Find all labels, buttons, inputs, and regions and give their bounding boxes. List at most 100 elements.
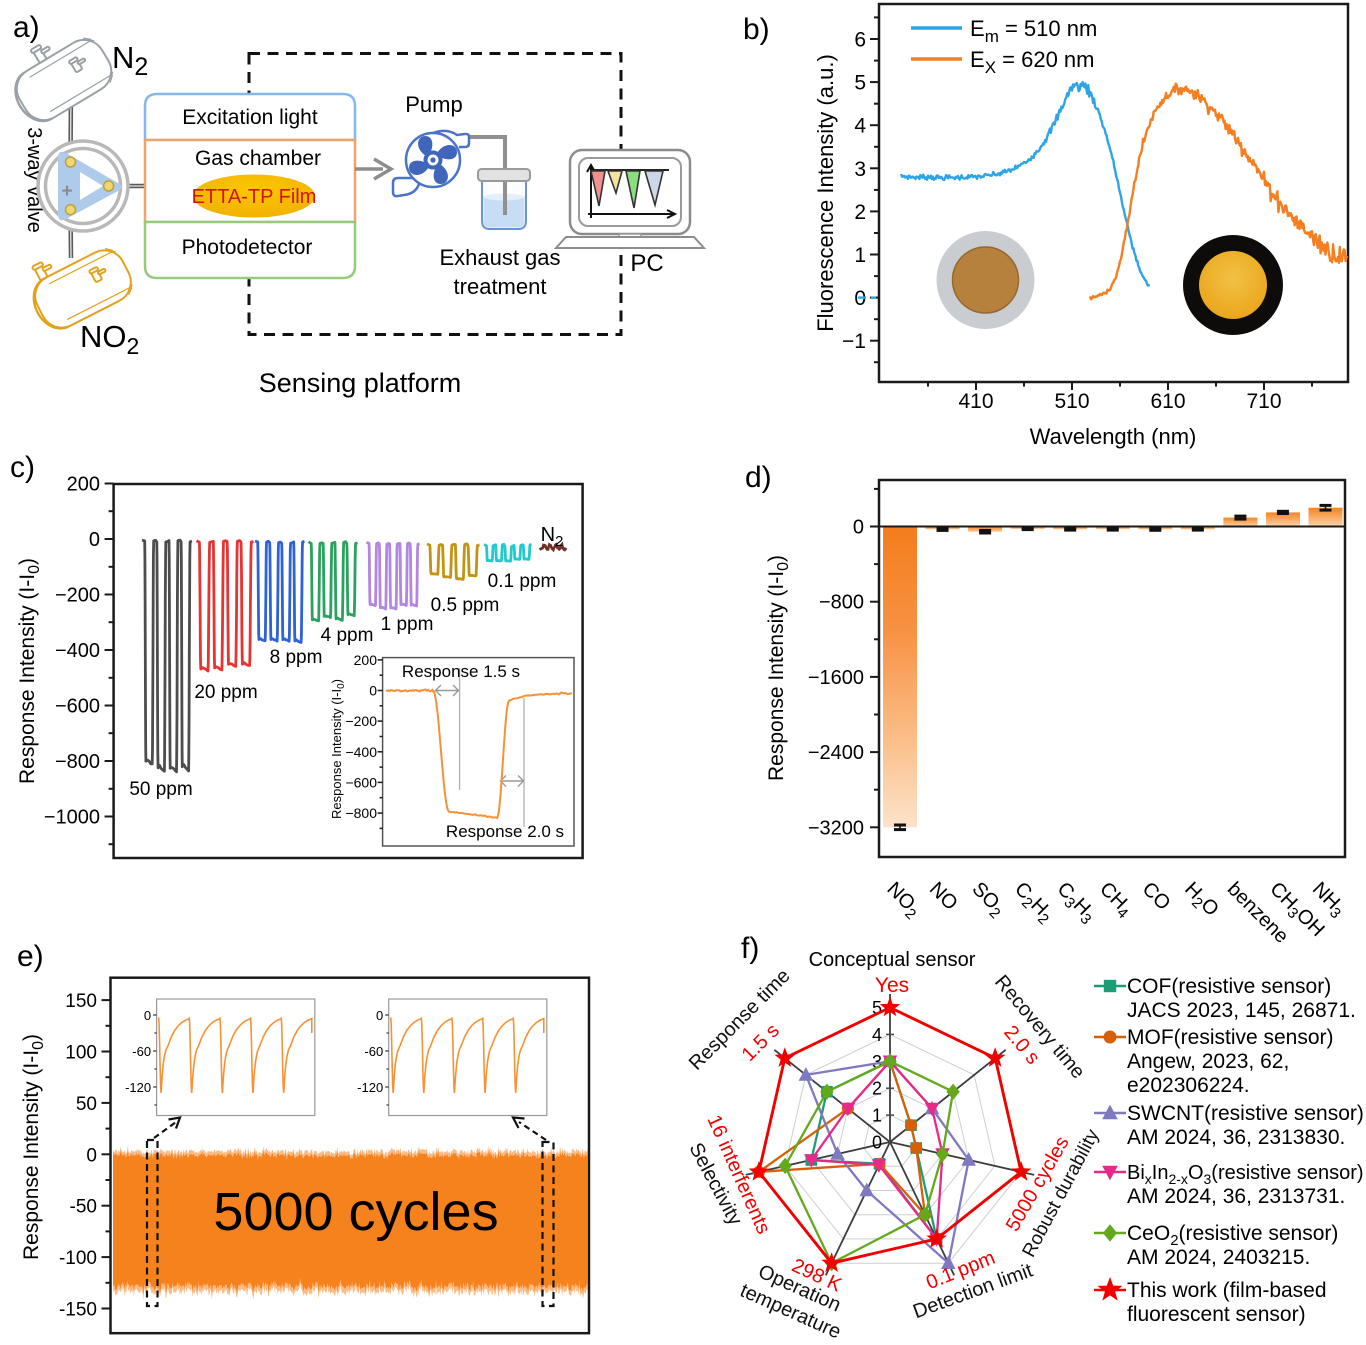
svg-text:CH4: CH4 bbox=[1093, 878, 1137, 922]
svg-text:PC: PC bbox=[630, 250, 663, 277]
svg-text:410: 410 bbox=[958, 390, 993, 413]
svg-text:Gas chamber: Gas chamber bbox=[195, 147, 321, 170]
svg-text:c): c) bbox=[10, 451, 35, 484]
svg-text:-50: -50 bbox=[70, 1197, 97, 1218]
svg-text:200: 200 bbox=[67, 474, 100, 496]
svg-text:510: 510 bbox=[1054, 390, 1089, 413]
svg-text:Photodetector: Photodetector bbox=[182, 236, 313, 259]
svg-text:0: 0 bbox=[144, 1008, 151, 1023]
svg-text:5: 5 bbox=[872, 998, 882, 1018]
svg-text:−800: −800 bbox=[819, 592, 864, 614]
svg-text:-100: -100 bbox=[59, 1248, 97, 1269]
svg-text:H2O: H2O bbox=[1178, 878, 1223, 923]
svg-text:−200: −200 bbox=[55, 585, 100, 607]
svg-text:50 ppm: 50 ppm bbox=[129, 779, 192, 800]
svg-text:50: 50 bbox=[76, 1094, 97, 1115]
svg-text:−1: −1 bbox=[842, 330, 866, 353]
svg-text:Pump: Pump bbox=[405, 92, 462, 117]
svg-text:C3H3: C3H3 bbox=[1050, 878, 1100, 928]
svg-text:0.5 ppm: 0.5 ppm bbox=[431, 595, 500, 616]
svg-text:Wavelength (nm): Wavelength (nm) bbox=[1030, 424, 1197, 449]
svg-text:0: 0 bbox=[376, 1008, 383, 1023]
svg-text:Conceptual sensor: Conceptual sensor bbox=[809, 949, 976, 971]
svg-text:AM 2024, 36, 2313830.: AM 2024, 36, 2313830. bbox=[1127, 1126, 1345, 1149]
svg-text:Response Intensity (I-I0): Response Intensity (I-I0) bbox=[16, 558, 43, 784]
svg-text:0: 0 bbox=[89, 529, 100, 551]
svg-text:treatment: treatment bbox=[454, 274, 547, 299]
svg-text:8 ppm: 8 ppm bbox=[270, 647, 323, 668]
svg-text:COF(resistive sensor): COF(resistive sensor) bbox=[1127, 975, 1331, 998]
svg-text:NO: NO bbox=[925, 878, 962, 915]
svg-text:1: 1 bbox=[872, 1106, 882, 1126]
svg-text:200: 200 bbox=[354, 652, 378, 668]
svg-text:3: 3 bbox=[872, 1052, 882, 1072]
svg-text:4 ppm: 4 ppm bbox=[321, 625, 374, 646]
svg-text:CO: CO bbox=[1138, 878, 1175, 915]
svg-text:2: 2 bbox=[854, 201, 866, 224]
svg-text:SO2: SO2 bbox=[965, 878, 1009, 922]
svg-text:3-way valve: 3-way valve bbox=[23, 127, 45, 233]
svg-text:Angew, 2023, 62,: Angew, 2023, 62, bbox=[1127, 1050, 1289, 1073]
svg-text:−1000: −1000 bbox=[44, 807, 100, 829]
svg-text:N2: N2 bbox=[112, 40, 148, 81]
svg-text:Sensing platform: Sensing platform bbox=[259, 368, 462, 398]
svg-text:-60: -60 bbox=[364, 1044, 383, 1059]
svg-text:150: 150 bbox=[65, 991, 97, 1012]
svg-text:1: 1 bbox=[854, 244, 866, 267]
svg-text:f): f) bbox=[741, 932, 759, 965]
svg-text:-150: -150 bbox=[59, 1300, 97, 1321]
svg-text:6: 6 bbox=[854, 29, 866, 52]
svg-text:5000 cycles: 5000 cycles bbox=[213, 1182, 498, 1242]
svg-text:−600: −600 bbox=[345, 774, 377, 790]
svg-text:-120: -120 bbox=[125, 1080, 151, 1095]
svg-text:+: + bbox=[61, 181, 72, 202]
svg-text:AM 2024, 2403215.: AM 2024, 2403215. bbox=[1127, 1246, 1310, 1269]
svg-text:4: 4 bbox=[872, 1025, 882, 1045]
svg-text:This work (film-based: This work (film-based bbox=[1127, 1279, 1327, 1302]
svg-text:Recovery time: Recovery time bbox=[990, 971, 1089, 1083]
svg-text:100: 100 bbox=[65, 1043, 97, 1064]
svg-text:20 ppm: 20 ppm bbox=[194, 682, 257, 703]
svg-text:−2400: −2400 bbox=[808, 742, 864, 764]
svg-text:NO2: NO2 bbox=[880, 878, 925, 923]
svg-text:0: 0 bbox=[853, 517, 864, 539]
svg-text:1 ppm: 1 ppm bbox=[381, 614, 434, 635]
svg-text:4: 4 bbox=[854, 115, 866, 138]
svg-text:Yes: Yes bbox=[875, 974, 909, 997]
svg-text:MOF(resistive sensor): MOF(resistive sensor) bbox=[1127, 1026, 1334, 1049]
svg-text:Response Intensity (I-I0): Response Intensity (I-I0) bbox=[20, 1034, 47, 1260]
svg-text:ETTA-TP Film: ETTA-TP Film bbox=[192, 186, 317, 208]
svg-text:Response Intensity (I-I0): Response Intensity (I-I0) bbox=[329, 679, 347, 819]
svg-text:2: 2 bbox=[872, 1079, 882, 1099]
svg-text:Excitation light: Excitation light bbox=[182, 106, 318, 129]
svg-text:-60: -60 bbox=[132, 1044, 151, 1059]
svg-text:0: 0 bbox=[872, 1133, 882, 1153]
svg-text:−800: −800 bbox=[345, 805, 377, 821]
svg-text:610: 610 bbox=[1150, 390, 1185, 413]
svg-text:SWCNT(resistive sensor): SWCNT(resistive sensor) bbox=[1127, 1102, 1364, 1125]
svg-text:Response 1.5 s: Response 1.5 s bbox=[402, 662, 520, 681]
svg-text:d): d) bbox=[745, 461, 772, 494]
svg-text:CeO2(resistive sensor): CeO2(resistive sensor) bbox=[1127, 1222, 1338, 1249]
svg-text:a): a) bbox=[13, 11, 40, 44]
svg-text:AM 2024, 36, 2313731.: AM 2024, 36, 2313731. bbox=[1127, 1185, 1345, 1208]
svg-text:−800: −800 bbox=[55, 751, 100, 773]
svg-text:0: 0 bbox=[86, 1145, 97, 1166]
svg-text:0: 0 bbox=[369, 683, 377, 699]
svg-text:Response time: Response time bbox=[685, 965, 795, 1075]
svg-text:5: 5 bbox=[854, 72, 866, 95]
svg-text:-120: -120 bbox=[357, 1080, 383, 1095]
svg-text:Response 2.0 s: Response 2.0 s bbox=[446, 822, 564, 841]
svg-text:Em = 510 nm: Em = 510 nm bbox=[970, 16, 1097, 46]
svg-text:Response Intensity (I-I0): Response Intensity (I-I0) bbox=[765, 555, 792, 781]
svg-text:0.1 ppm: 0.1 ppm bbox=[488, 571, 557, 592]
svg-text:710: 710 bbox=[1246, 390, 1281, 413]
svg-text:3: 3 bbox=[854, 158, 866, 181]
svg-text:NO2: NO2 bbox=[80, 319, 139, 359]
svg-text:EX = 620 nm: EX = 620 nm bbox=[970, 47, 1094, 77]
svg-text:b): b) bbox=[743, 13, 770, 46]
svg-text:−200: −200 bbox=[345, 713, 377, 729]
svg-text:Fluorescence Intensity (a.u.): Fluorescence Intensity (a.u.) bbox=[813, 54, 838, 332]
svg-text:−3200: −3200 bbox=[808, 817, 864, 839]
svg-text:e202306224.: e202306224. bbox=[1127, 1074, 1250, 1097]
